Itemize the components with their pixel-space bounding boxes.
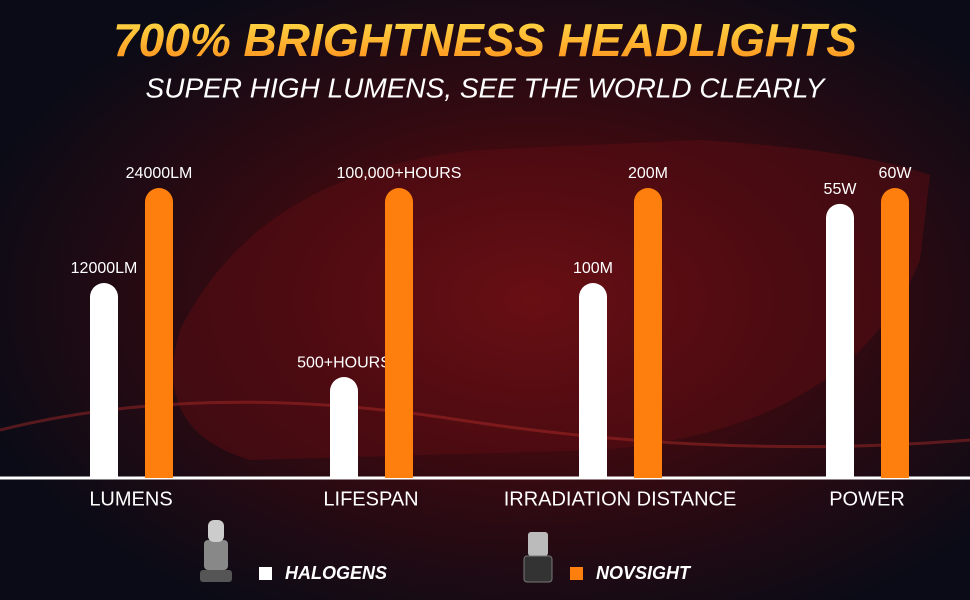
- value-label: 100M: [573, 260, 613, 277]
- bar: [826, 203, 854, 478]
- x-tick-label: IRRADIATION DISTANCE: [504, 488, 737, 510]
- bar: [579, 283, 607, 478]
- x-tick-label: POWER: [829, 488, 905, 510]
- bar: [881, 188, 909, 478]
- legend-swatch: [259, 567, 272, 580]
- bar: [634, 188, 662, 478]
- value-label: 60W: [879, 165, 913, 182]
- value-label: 500+HOURS: [297, 354, 391, 371]
- value-label: 24000LM: [126, 165, 193, 182]
- value-label: 100,000+HOURS: [337, 165, 462, 182]
- chart-subtitle: SUPER HIGH LUMENS, SEE THE WORLD CLEARLY: [146, 72, 827, 103]
- x-tick-label: LUMENS: [89, 488, 172, 510]
- car-silhouette: [173, 140, 931, 460]
- x-tick-label: LIFESPAN: [323, 488, 418, 510]
- bar: [385, 188, 413, 478]
- bar: [145, 188, 173, 478]
- chart-title: 700% BRIGHTNESS HEADLIGHTS: [113, 14, 857, 66]
- value-label: 200M: [628, 165, 668, 182]
- legend-label: HALOGENS: [285, 563, 387, 583]
- bar: [90, 283, 118, 478]
- legend-swatch: [570, 567, 583, 580]
- value-label: 55W: [824, 181, 858, 198]
- bar: [330, 377, 358, 478]
- value-label: 12000LM: [71, 260, 138, 277]
- legend-label: NOVSIGHT: [596, 563, 692, 583]
- light-streak: [0, 400, 970, 449]
- legend-icon-halogen: [200, 520, 232, 582]
- legend-icon-novsight: [523, 532, 553, 583]
